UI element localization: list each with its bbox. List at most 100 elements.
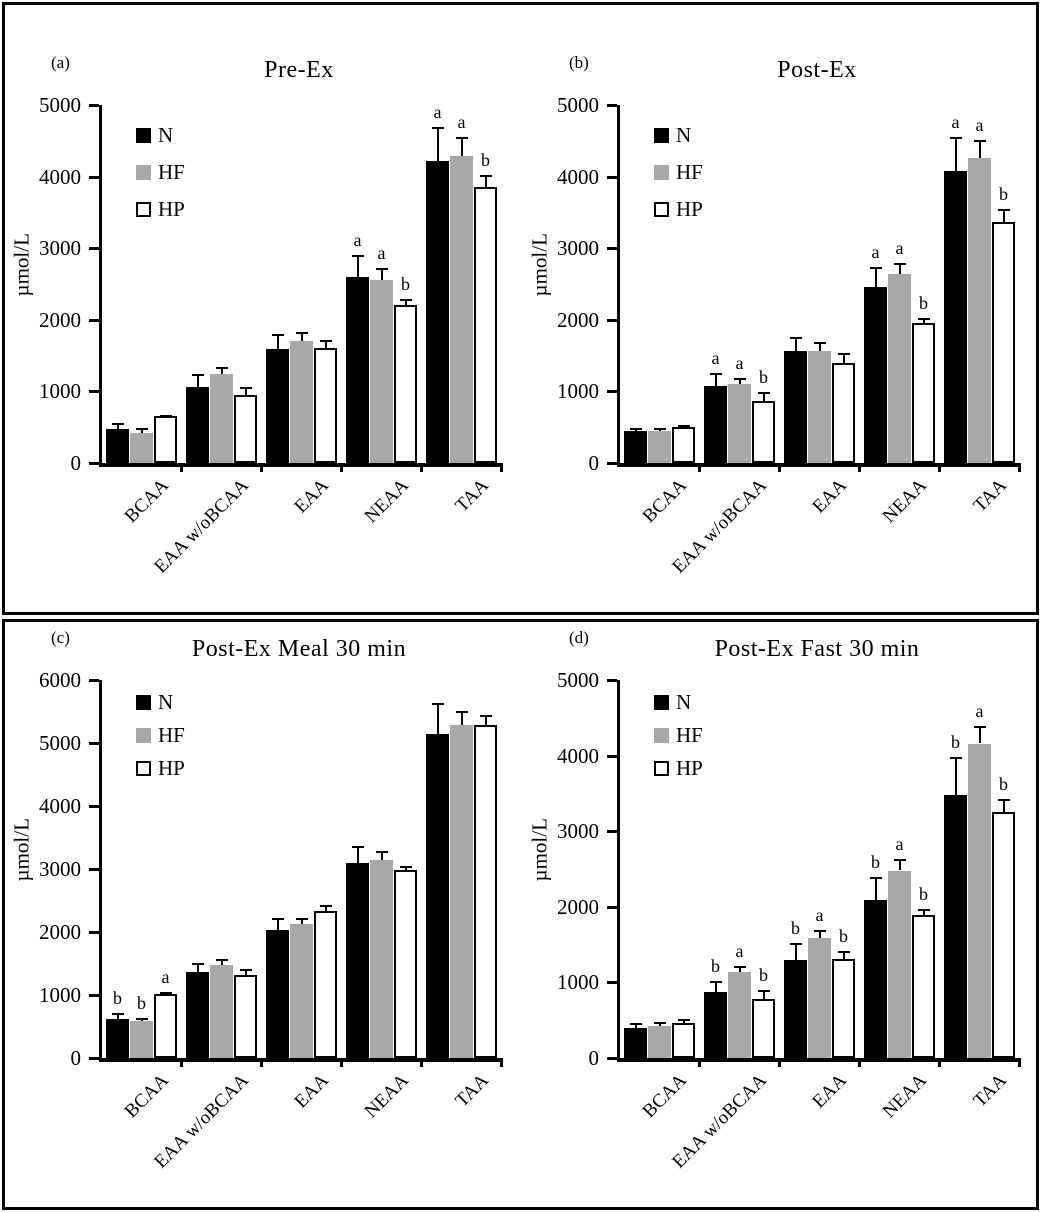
y-tick-label: 5000	[557, 668, 599, 692]
error-bar-cap	[271, 333, 284, 336]
error-bar-stem	[922, 909, 925, 916]
error-bar-stem	[324, 904, 327, 912]
x-axis-tick	[180, 1058, 183, 1067]
panel-letter: (d)	[569, 628, 589, 647]
legend-item-HF: HF	[136, 154, 185, 191]
y-tick-label: 1000	[557, 970, 599, 995]
error-bar	[130, 427, 153, 433]
error-bar-cap	[135, 427, 148, 430]
x-category-label: TAA	[969, 1070, 1011, 1112]
legend-label: N	[676, 690, 692, 714]
error-bar-stem	[738, 966, 741, 972]
panel-b-post-ex: (b) Post-Ex µmol/L a a a a a a b b b BCAA EAA w/oB…	[528, 5, 1039, 580]
error-bar	[394, 866, 417, 870]
error-bar-stem	[658, 1022, 661, 1027]
error-bar-cap	[757, 392, 770, 395]
y-axis-tick	[89, 868, 99, 871]
significance-letter: a	[951, 111, 960, 132]
error-bar	[346, 846, 369, 864]
error-bar-stem	[842, 353, 845, 364]
significance-letter: a	[161, 967, 170, 988]
error-bar	[370, 268, 393, 280]
y-tick-label: 3000	[39, 857, 81, 881]
x-category-label: BCAA	[638, 1070, 691, 1123]
error-bar	[752, 989, 775, 1000]
legend-swatch-HP	[136, 202, 151, 217]
error-bar-stem	[978, 139, 981, 158]
legend-item-HP: HP	[654, 752, 703, 785]
plot-area: b b a BCAA EAA w/oBCAA EAA NEAA TAA N HF HP	[89, 679, 503, 1173]
x-category-label: TAA	[451, 1070, 493, 1112]
error-bar-cap	[677, 1019, 690, 1022]
y-tick-label: 3000	[39, 236, 81, 261]
bar-N-BCAA	[106, 1018, 129, 1058]
error-bar-stem	[898, 263, 901, 274]
bar-N-EAA	[784, 351, 807, 463]
error-bar-stem	[794, 336, 797, 352]
significance-letter: a	[735, 353, 744, 374]
error-bar	[672, 1019, 695, 1024]
bar-HF-EAA w/oBCAA	[210, 965, 233, 1058]
significance-letter: a	[871, 241, 880, 262]
significance-letter: b	[839, 926, 848, 947]
error-bar-stem	[738, 378, 741, 384]
error-bar	[992, 798, 1015, 812]
bar-HF-EAA	[290, 924, 313, 1058]
error-bar-stem	[436, 703, 439, 734]
error-bar-stem	[922, 318, 925, 324]
significance-letter: b	[759, 367, 768, 388]
error-bar-stem	[196, 373, 199, 388]
bar-N-TAA	[426, 733, 449, 1058]
x-axis-tick	[420, 1058, 423, 1067]
panel-letter: (b)	[569, 53, 589, 72]
error-bar-stem	[300, 918, 303, 925]
bar-HP-BCAA	[672, 1023, 695, 1058]
y-axis-tick	[89, 931, 99, 934]
legend: N HF HP	[136, 117, 185, 228]
y-axis-tick	[607, 462, 617, 465]
error-bar-cap	[479, 714, 492, 717]
error-bar-stem	[874, 877, 877, 900]
error-bar-stem	[714, 373, 717, 386]
x-axis-tick	[1018, 463, 1021, 472]
legend-label: HP	[676, 197, 703, 221]
x-axis-tick	[260, 463, 263, 472]
y-axis-tick	[607, 247, 617, 251]
bar-N-EAA w/oBCAA	[704, 385, 727, 463]
significance-letter: b	[919, 884, 928, 905]
legend-label: N	[158, 123, 174, 147]
legend-item-HF: HF	[136, 719, 185, 752]
legend-item-HF: HF	[654, 154, 703, 191]
x-category-label: EAA	[290, 475, 333, 518]
error-bar-cap	[111, 422, 124, 425]
error-bar-stem	[460, 137, 463, 156]
legend-swatch-HP	[654, 761, 669, 776]
significance-letter: a	[975, 114, 984, 135]
error-bar-stem	[300, 332, 303, 342]
error-bar	[130, 1017, 153, 1022]
error-bar-stem	[634, 1023, 637, 1028]
error-bar-stem	[794, 943, 797, 960]
x-category-label: NEAA	[878, 1070, 931, 1123]
error-bar-cap	[159, 414, 172, 417]
x-axis-tick	[938, 1058, 941, 1067]
error-bar-stem	[196, 962, 199, 973]
error-bar-stem	[762, 392, 765, 401]
x-axis-tick	[698, 463, 701, 472]
x-axis-tick	[698, 1058, 701, 1067]
significance-letter: a	[975, 701, 984, 722]
error-bar-stem	[1002, 798, 1005, 812]
bar-HP-EAA w/oBCAA	[752, 400, 775, 463]
x-category-label: BCAA	[120, 475, 173, 528]
plot-area: b b b b a a a a b b b b BCAA EAA w/oBCAA EAA NEAA TAA N HF…	[607, 679, 1021, 1173]
legend-label: N	[676, 123, 692, 147]
bar-N-NEAA	[346, 276, 369, 463]
significance-letter: b	[871, 852, 880, 873]
error-bar-stem	[818, 930, 821, 938]
x-category-label: NEAA	[360, 475, 413, 528]
error-bar	[624, 1023, 647, 1028]
error-bar	[832, 951, 855, 959]
y-tick-label: 4000	[557, 743, 599, 768]
panel-letter: (a)	[51, 53, 70, 72]
error-bar-stem	[276, 333, 279, 350]
